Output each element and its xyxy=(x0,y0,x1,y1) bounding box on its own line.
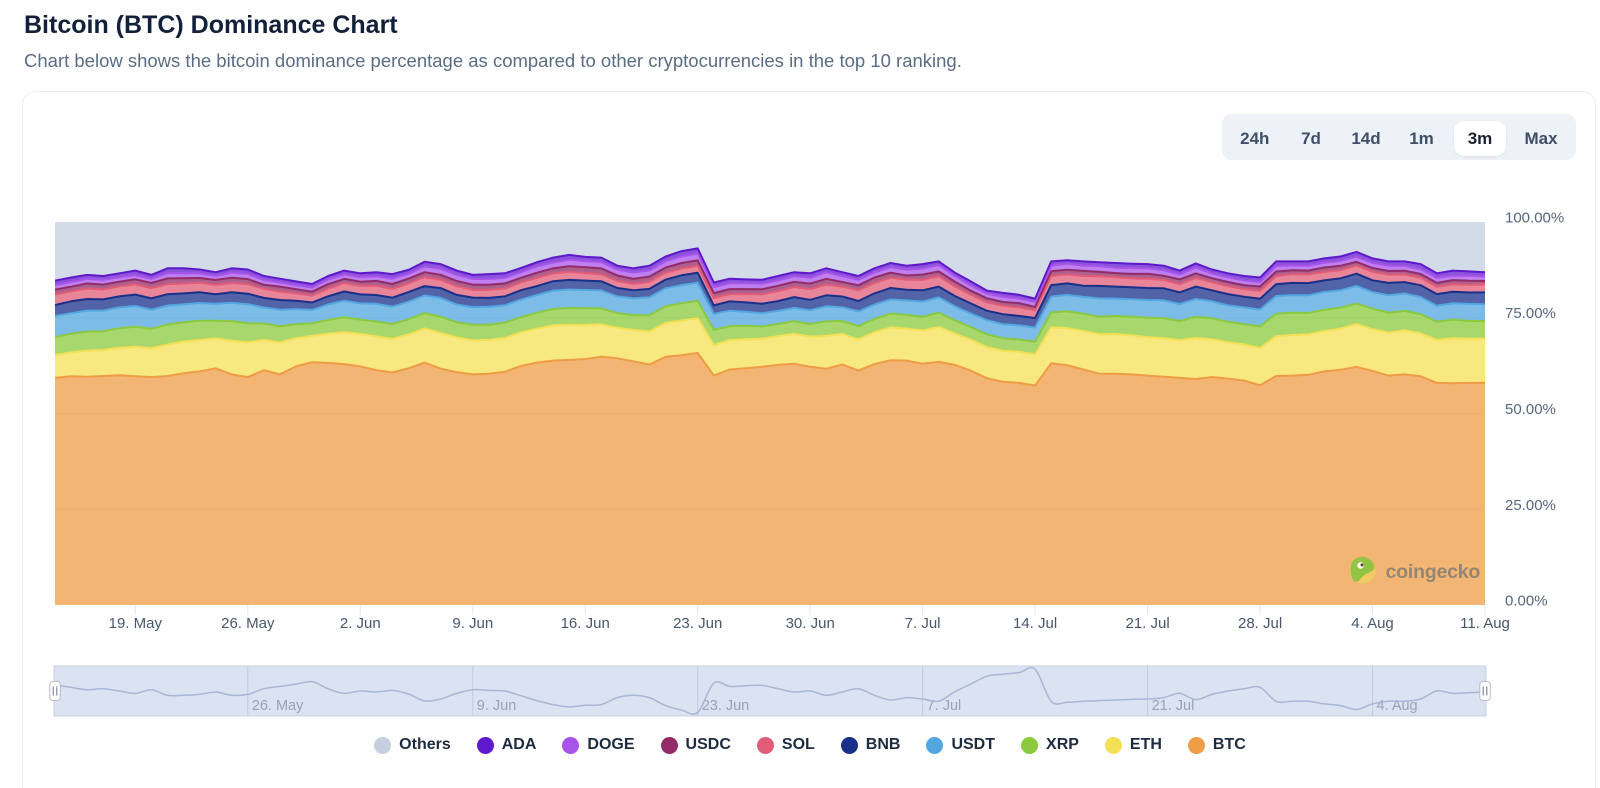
svg-text:9. Jun: 9. Jun xyxy=(452,615,493,632)
svg-text:23. Jun: 23. Jun xyxy=(702,698,750,714)
svg-text:100.00%: 100.00% xyxy=(1505,210,1564,227)
svg-text:9. Jun: 9. Jun xyxy=(477,698,517,714)
svg-text:21. Jul: 21. Jul xyxy=(1125,615,1169,632)
svg-text:7. Jul: 7. Jul xyxy=(905,615,941,632)
svg-text:0.00%: 0.00% xyxy=(1505,593,1548,610)
svg-text:11. Aug: 11. Aug xyxy=(1460,615,1510,632)
svg-text:16. Jun: 16. Jun xyxy=(561,615,610,632)
svg-text:25.00%: 25.00% xyxy=(1505,497,1556,514)
svg-text:2. Jun: 2. Jun xyxy=(340,615,381,632)
svg-text:coingecko: coingecko xyxy=(1386,561,1481,583)
svg-text:26. May: 26. May xyxy=(221,615,275,632)
svg-text:26. May: 26. May xyxy=(252,698,304,714)
svg-text:21. Jul: 21. Jul xyxy=(1152,698,1195,714)
svg-text:30. Jun: 30. Jun xyxy=(786,615,835,632)
svg-text:14. Jul: 14. Jul xyxy=(1013,615,1057,632)
svg-text:28. Jul: 28. Jul xyxy=(1238,615,1282,632)
svg-text:23. Jun: 23. Jun xyxy=(673,615,722,632)
svg-text:19. May: 19. May xyxy=(109,615,163,632)
svg-text:75.00%: 75.00% xyxy=(1505,305,1556,322)
svg-text:50.00%: 50.00% xyxy=(1505,401,1556,418)
svg-text:4. Aug: 4. Aug xyxy=(1351,615,1394,632)
